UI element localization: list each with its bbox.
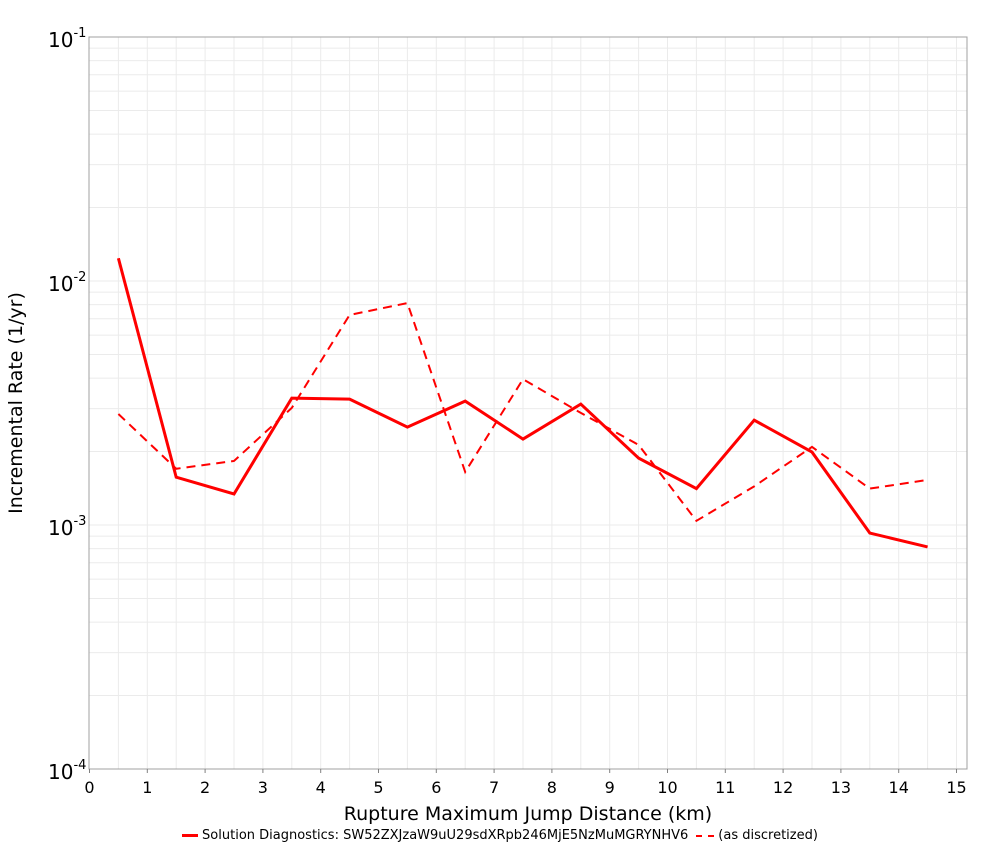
x-axis-label: Rupture Maximum Jump Distance (km) bbox=[344, 803, 712, 825]
x-tick-label: 2 bbox=[200, 778, 210, 797]
x-tick-label: 10 bbox=[657, 778, 677, 797]
x-tick-label: 15 bbox=[946, 778, 966, 797]
y-tick-label: 10-2 bbox=[48, 270, 86, 296]
legend-solid-label: Solution Diagnostics: SW52ZXJzaW9uU29sdX… bbox=[202, 828, 689, 843]
x-tick-label: 9 bbox=[605, 778, 615, 797]
y-tick-label: 10-1 bbox=[48, 26, 86, 52]
series-solution-line bbox=[116, 257, 928, 549]
y-tick-label: 10-3 bbox=[48, 514, 86, 540]
plot-area bbox=[88, 36, 968, 770]
x-tick-label: 13 bbox=[831, 778, 851, 797]
y-axis-label: Incremental Rate (1/yr) bbox=[5, 292, 27, 514]
x-tick-label: 11 bbox=[715, 778, 735, 797]
legend-solid-swatch-icon bbox=[182, 834, 199, 837]
x-axis-ticks: 0 1 2 3 4 5 6 7 8 9 10 11 12 13 14 15 bbox=[84, 769, 967, 797]
grid-lines bbox=[89, 37, 967, 770]
x-tick-label: 14 bbox=[889, 778, 909, 797]
x-tick-label: 3 bbox=[258, 778, 268, 797]
x-tick-label: 0 bbox=[84, 778, 94, 797]
x-tick-label: 12 bbox=[773, 778, 793, 797]
legend: Solution Diagnostics: SW52ZXJzaW9uU29sdX… bbox=[0, 828, 1000, 843]
legend-dashed-label: (as discretized) bbox=[718, 828, 818, 843]
y-axis-ticks: 10-1 10-2 10-3 10-4 bbox=[48, 26, 86, 784]
x-tick-label: 4 bbox=[316, 778, 326, 797]
data-series bbox=[116, 257, 928, 549]
x-tick-label: 7 bbox=[489, 778, 499, 797]
x-tick-label: 5 bbox=[373, 778, 383, 797]
x-tick-label: 6 bbox=[431, 778, 441, 797]
x-tick-label: 1 bbox=[142, 778, 152, 797]
x-tick-label: 8 bbox=[547, 778, 557, 797]
legend-dashed-swatch-icon bbox=[696, 834, 715, 837]
y-tick-label: 10-4 bbox=[48, 758, 86, 784]
